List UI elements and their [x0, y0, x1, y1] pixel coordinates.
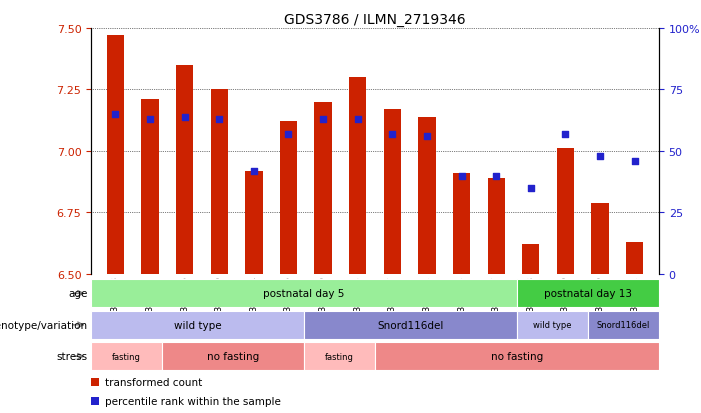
- Bar: [245, 171, 262, 274]
- Bar: [176, 66, 193, 274]
- Text: no fasting: no fasting: [207, 351, 259, 361]
- Text: transformed count: transformed count: [105, 377, 203, 387]
- Bar: [557, 149, 574, 274]
- Point: [525, 185, 536, 192]
- Point: [248, 168, 259, 175]
- Bar: [383, 110, 401, 274]
- Bar: [280, 122, 297, 274]
- Text: fasting: fasting: [112, 352, 141, 361]
- Point: [110, 112, 121, 118]
- Point: [421, 133, 433, 140]
- Bar: [592, 203, 608, 274]
- Bar: [517, 311, 588, 339]
- Point: [352, 116, 363, 123]
- Bar: [210, 90, 228, 274]
- Point: [387, 131, 398, 138]
- Text: stress: stress: [57, 351, 88, 361]
- Bar: [91, 311, 304, 339]
- Text: percentile rank within the sample: percentile rank within the sample: [105, 396, 281, 406]
- Bar: [91, 342, 162, 370]
- Bar: [517, 280, 659, 308]
- Bar: [488, 178, 505, 274]
- Text: age: age: [68, 289, 88, 299]
- Bar: [162, 342, 304, 370]
- Bar: [304, 311, 517, 339]
- Point: [179, 114, 190, 121]
- Text: Snord116del: Snord116del: [597, 320, 650, 330]
- Bar: [304, 342, 375, 370]
- Text: genotype/variation: genotype/variation: [0, 320, 88, 330]
- Point: [283, 131, 294, 138]
- Point: [214, 116, 225, 123]
- Bar: [349, 78, 367, 274]
- Text: wild type: wild type: [174, 320, 222, 330]
- Bar: [588, 311, 659, 339]
- Point: [456, 173, 467, 179]
- Text: fasting: fasting: [325, 352, 354, 361]
- Bar: [375, 342, 659, 370]
- Bar: [315, 102, 332, 274]
- Bar: [453, 173, 470, 274]
- Title: GDS3786 / ILMN_2719346: GDS3786 / ILMN_2719346: [284, 12, 466, 26]
- Bar: [522, 245, 540, 274]
- Bar: [418, 117, 435, 274]
- Point: [629, 158, 640, 165]
- Text: postnatal day 5: postnatal day 5: [264, 289, 345, 299]
- Text: wild type: wild type: [533, 320, 572, 330]
- Text: no fasting: no fasting: [491, 351, 543, 361]
- Bar: [91, 280, 517, 308]
- Point: [594, 153, 606, 160]
- Bar: [142, 100, 158, 274]
- Text: Snord116del: Snord116del: [377, 320, 444, 330]
- Point: [144, 116, 156, 123]
- Bar: [107, 36, 124, 274]
- Point: [491, 173, 502, 179]
- Bar: [91, 397, 99, 406]
- Bar: [626, 242, 644, 274]
- Text: postnatal day 13: postnatal day 13: [544, 289, 632, 299]
- Bar: [91, 378, 99, 386]
- Point: [318, 116, 329, 123]
- Point: [560, 131, 571, 138]
